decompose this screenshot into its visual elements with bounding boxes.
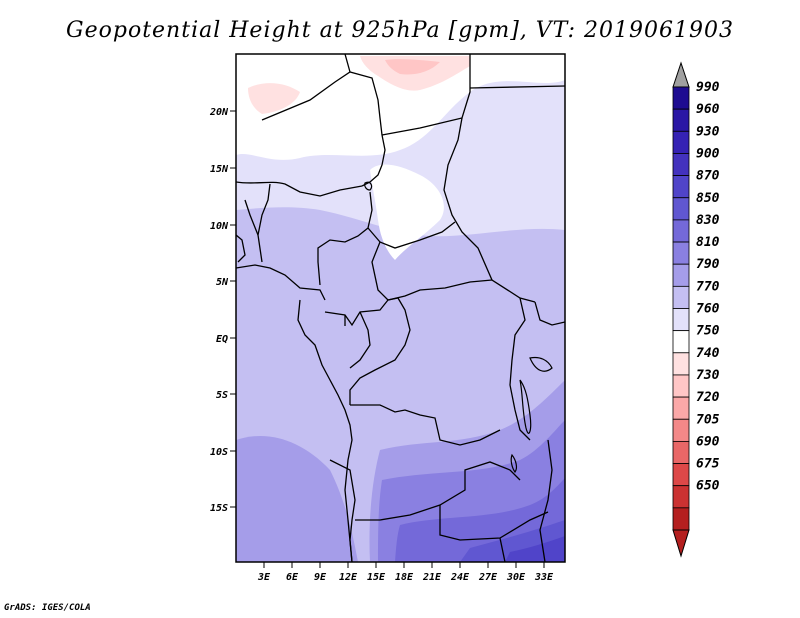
- lat-label: 10N: [210, 221, 229, 232]
- lon-label: 15E: [367, 572, 386, 583]
- lon-label: 24E: [450, 572, 470, 583]
- lon-label: 33E: [534, 572, 554, 583]
- lon-label: 6E: [286, 572, 299, 583]
- lat-label: 5N: [216, 277, 229, 288]
- lat-label: 15N: [210, 164, 229, 175]
- colorbar-cell: [672, 130, 690, 154]
- colorbar-label: 730: [696, 368, 720, 383]
- colorbar-label: 690: [696, 434, 720, 449]
- colorbar-cell: [672, 396, 690, 420]
- colorbar-label: 760: [696, 302, 720, 317]
- country-borders: [236, 54, 565, 562]
- colorbar-label: 770: [696, 279, 720, 294]
- lon-label: 12E: [339, 572, 358, 583]
- colorbar-cell: [672, 219, 690, 243]
- colorbar-cell: [672, 463, 690, 487]
- colorbar-labels: 990 960 930 900 870 850 830 810 790 770 760 750 740 7…: [696, 80, 720, 494]
- geopotential-field: [236, 54, 565, 562]
- colorbar-cell: [672, 263, 690, 287]
- colorbar-cell: [672, 175, 690, 199]
- colorbar-label: 930: [696, 124, 720, 139]
- colorbar-label: 720: [696, 390, 720, 405]
- lon-label: 27E: [478, 572, 498, 583]
- colorbar-cell: [672, 108, 690, 132]
- map-frame: [235, 53, 566, 563]
- lat-label: 20N: [209, 107, 229, 118]
- colorbar-label: 705: [696, 412, 720, 427]
- lon-label: 3E: [257, 572, 271, 583]
- colorbar-label: 900: [696, 146, 720, 161]
- colorbar-label: 810: [696, 235, 720, 250]
- latitude-axis: 20N 15N 10N 5N EQ 5S 10S 15S: [209, 107, 236, 514]
- grads-credit: GrADS: IGES/COLA: [4, 603, 91, 613]
- colorbar-cell: [672, 308, 690, 332]
- lakes: [364, 181, 553, 474]
- lon-label: 9E: [314, 572, 327, 583]
- map-title: Geopotential Height at 925hPa [gpm], VT:…: [66, 18, 734, 43]
- colorbar-cell: [672, 507, 690, 531]
- colorbar-label: 990: [696, 80, 720, 95]
- colorbar-cell: [672, 197, 690, 221]
- colorbar-bottom-arrow: [672, 529, 690, 558]
- colorbar-label: 830: [696, 213, 720, 228]
- lat-label: 5S: [216, 390, 228, 401]
- colorbar-cell: [672, 374, 690, 398]
- colorbar-top-arrow: [672, 61, 690, 88]
- colorbar-cell: [672, 418, 690, 442]
- colorbar-cell: [672, 241, 690, 265]
- colorbar: 990 960 930 900 870 850 830 810 790 770 760 750 740 7…: [672, 61, 720, 558]
- colorbar-label: 960: [696, 102, 720, 117]
- colorbar-cell: [672, 285, 690, 309]
- colorbar-cell: [672, 86, 690, 110]
- colorbar-cell: [672, 352, 690, 376]
- colorbar-label: 675: [696, 457, 720, 472]
- lat-label: EQ: [216, 334, 228, 345]
- lon-label: 18E: [395, 572, 414, 583]
- colorbar-cell: [672, 153, 690, 176]
- colorbar-cells: [672, 86, 690, 531]
- colorbar-label: 850: [696, 191, 720, 206]
- colorbar-cell: [672, 440, 690, 464]
- colorbar-label: 740: [696, 346, 720, 361]
- colorbar-label: 750: [696, 324, 720, 339]
- longitude-axis: 3E 6E 9E 12E 15E 18E 21E 24E 27E 30E 33E: [257, 562, 554, 583]
- lon-label: 30E: [506, 572, 526, 583]
- colorbar-cell: [672, 485, 690, 509]
- lon-label: 21E: [422, 572, 442, 583]
- lat-label: 10S: [210, 447, 228, 458]
- lat-label: 15S: [210, 503, 228, 514]
- colorbar-cell: [672, 330, 690, 354]
- colorbar-label: 790: [696, 257, 720, 272]
- colorbar-label: 870: [696, 169, 720, 184]
- colorbar-label: 650: [696, 479, 720, 494]
